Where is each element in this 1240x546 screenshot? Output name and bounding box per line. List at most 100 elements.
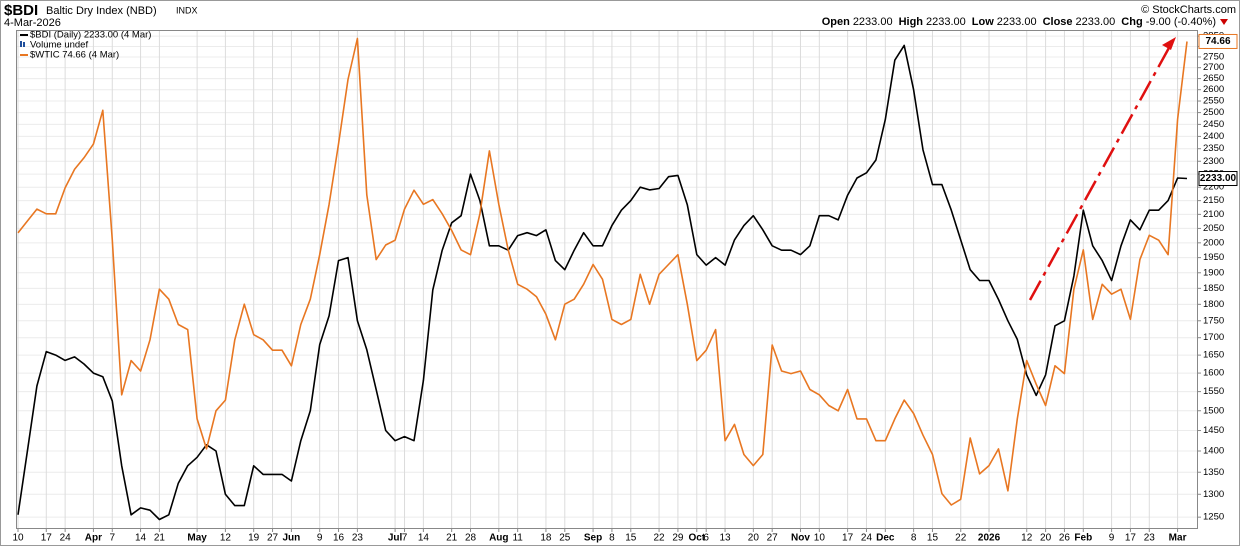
x-tick-label: 24 xyxy=(861,533,873,544)
y-tick-label: 1350 xyxy=(1203,467,1224,478)
last-value-box xyxy=(1198,33,1238,49)
x-tick-label: 25 xyxy=(559,533,571,544)
trend-arrow xyxy=(1028,45,1172,301)
plot-area xyxy=(16,30,1198,529)
y-tick-label: 1900 xyxy=(1203,267,1224,278)
x-tick-label: 15 xyxy=(625,533,637,544)
x-tick-label: Aug xyxy=(489,533,508,544)
x-tick-label: 10 xyxy=(814,533,826,544)
x-tick-label: 27 xyxy=(267,533,279,544)
quote-value: 2233.00 xyxy=(997,16,1037,28)
y-tick-label: 1850 xyxy=(1203,283,1224,294)
x-tick-label: 20 xyxy=(748,533,760,544)
x-tick-label: Feb xyxy=(1074,533,1092,544)
x-tick-label: 21 xyxy=(154,533,166,544)
x-tick-label: 7 xyxy=(109,533,115,544)
quote-label: Close xyxy=(1043,16,1073,28)
x-tick-label: 8 xyxy=(609,533,615,544)
x-tick-label: Mar xyxy=(1169,533,1187,544)
y-tick-label: 2650 xyxy=(1203,73,1224,84)
y-tick-label: 1300 xyxy=(1203,489,1224,500)
legend: $BDI (Daily) 2233.00 (4 Mar) Volume unde… xyxy=(20,30,151,61)
last-value-label: 2233.00 xyxy=(1200,173,1237,184)
x-tick-label: 27 xyxy=(767,533,779,544)
y-tick-label: 2050 xyxy=(1203,223,1224,234)
x-tick-label: 15 xyxy=(927,533,939,544)
x-tick-label: 17 xyxy=(1125,533,1137,544)
series-line xyxy=(17,44,1188,521)
x-tick-label: 28 xyxy=(465,533,477,544)
x-tick-label: Jul xyxy=(388,533,403,544)
date: 4-Mar-2026 xyxy=(4,17,61,29)
x-tick-label: 24 xyxy=(60,533,72,544)
y-tick-label: 2500 xyxy=(1203,107,1224,118)
y-tick-label: 2600 xyxy=(1203,84,1224,95)
quote-label: High xyxy=(899,16,924,28)
exchange: INDX xyxy=(176,5,198,15)
x-tick-label: Dec xyxy=(876,533,895,544)
lines xyxy=(17,37,1188,521)
x-tick-label: 29 xyxy=(672,533,684,544)
x-tick-label: 14 xyxy=(418,533,430,544)
quote-label: Low xyxy=(972,16,994,28)
x-tick-label: Apr xyxy=(85,533,102,544)
x-tick-label: 2026 xyxy=(978,533,1001,544)
x-tick-label: Jun xyxy=(283,533,301,544)
x-tick-label: May xyxy=(187,533,207,544)
y-tick-label: 1400 xyxy=(1203,446,1224,457)
y-tick-label: 2450 xyxy=(1203,119,1224,130)
series-line xyxy=(17,37,1188,506)
quote-label: Open xyxy=(822,16,850,28)
y-tick-label: 2200 xyxy=(1203,182,1224,193)
quote-value: 2233.00 xyxy=(1076,16,1116,28)
x-tick-label: 14 xyxy=(135,533,147,544)
y-tick-label: 1250 xyxy=(1203,512,1224,523)
copyright: © StockCharts.com xyxy=(1141,4,1236,16)
x-tick-label: 18 xyxy=(540,533,552,544)
x-tick-label: 9 xyxy=(1109,533,1115,544)
y-tick-label: 1500 xyxy=(1203,405,1224,416)
y-tick-label: 1650 xyxy=(1203,350,1224,361)
x-tick-label: 22 xyxy=(955,533,967,544)
x-tick-label: 16 xyxy=(333,533,345,544)
x-tick-label: Oct xyxy=(688,533,705,544)
x-tick-label: 7 xyxy=(402,533,408,544)
index-name: Baltic Dry Index (NBD) xyxy=(46,5,157,17)
quote-value: -9.00 (-0.40%) xyxy=(1146,16,1216,28)
x-tick-label: 21 xyxy=(446,533,458,544)
y-tick-label: 1750 xyxy=(1203,315,1224,326)
quote-value: 2233.00 xyxy=(926,16,966,28)
legend-entry: $BDI (Daily) 2233.00 (4 Mar) xyxy=(30,30,151,41)
y-tick-label: 2000 xyxy=(1203,237,1224,248)
y-tick-label: 2750 xyxy=(1203,51,1224,62)
y-tick-label: 1800 xyxy=(1203,299,1224,310)
x-tick-label: 12 xyxy=(1021,533,1033,544)
symbol: $BDI xyxy=(4,2,38,19)
x-tick-label: 13 xyxy=(719,533,731,544)
y-tick-label: 1600 xyxy=(1203,368,1224,379)
x-tick-label: 12 xyxy=(220,533,232,544)
x-tick-label: 17 xyxy=(41,533,53,544)
x-tick-label: Sep xyxy=(584,533,602,544)
quote-label: Chg xyxy=(1121,16,1142,28)
y-tick-label: 1550 xyxy=(1203,386,1224,397)
y-tick-label: 2300 xyxy=(1203,156,1224,167)
change-arrow xyxy=(1220,19,1228,25)
grid xyxy=(17,31,1197,528)
x-tick-label: 23 xyxy=(352,533,364,544)
legend-swatch xyxy=(20,41,22,47)
quote: Open 2233.00 High 2233.00 Low 2233.00 Close 223… xyxy=(822,16,1216,28)
x-tick-label: 19 xyxy=(248,533,260,544)
x-tick-label: 10 xyxy=(12,533,24,544)
x-tick-label: 20 xyxy=(1040,533,1052,544)
x-tick-label: 22 xyxy=(654,533,666,544)
x-tick-label: 8 xyxy=(911,533,917,544)
y-tick-label: 2350 xyxy=(1203,143,1224,154)
y-tick-label: 1450 xyxy=(1203,425,1224,436)
x-tick-label: Nov xyxy=(791,533,810,544)
last-value-label: 74.66 xyxy=(1205,36,1230,47)
y-tick-label: 2550 xyxy=(1203,96,1224,107)
x-tick-label: 23 xyxy=(1144,533,1156,544)
quote-value: 2233.00 xyxy=(853,16,893,28)
